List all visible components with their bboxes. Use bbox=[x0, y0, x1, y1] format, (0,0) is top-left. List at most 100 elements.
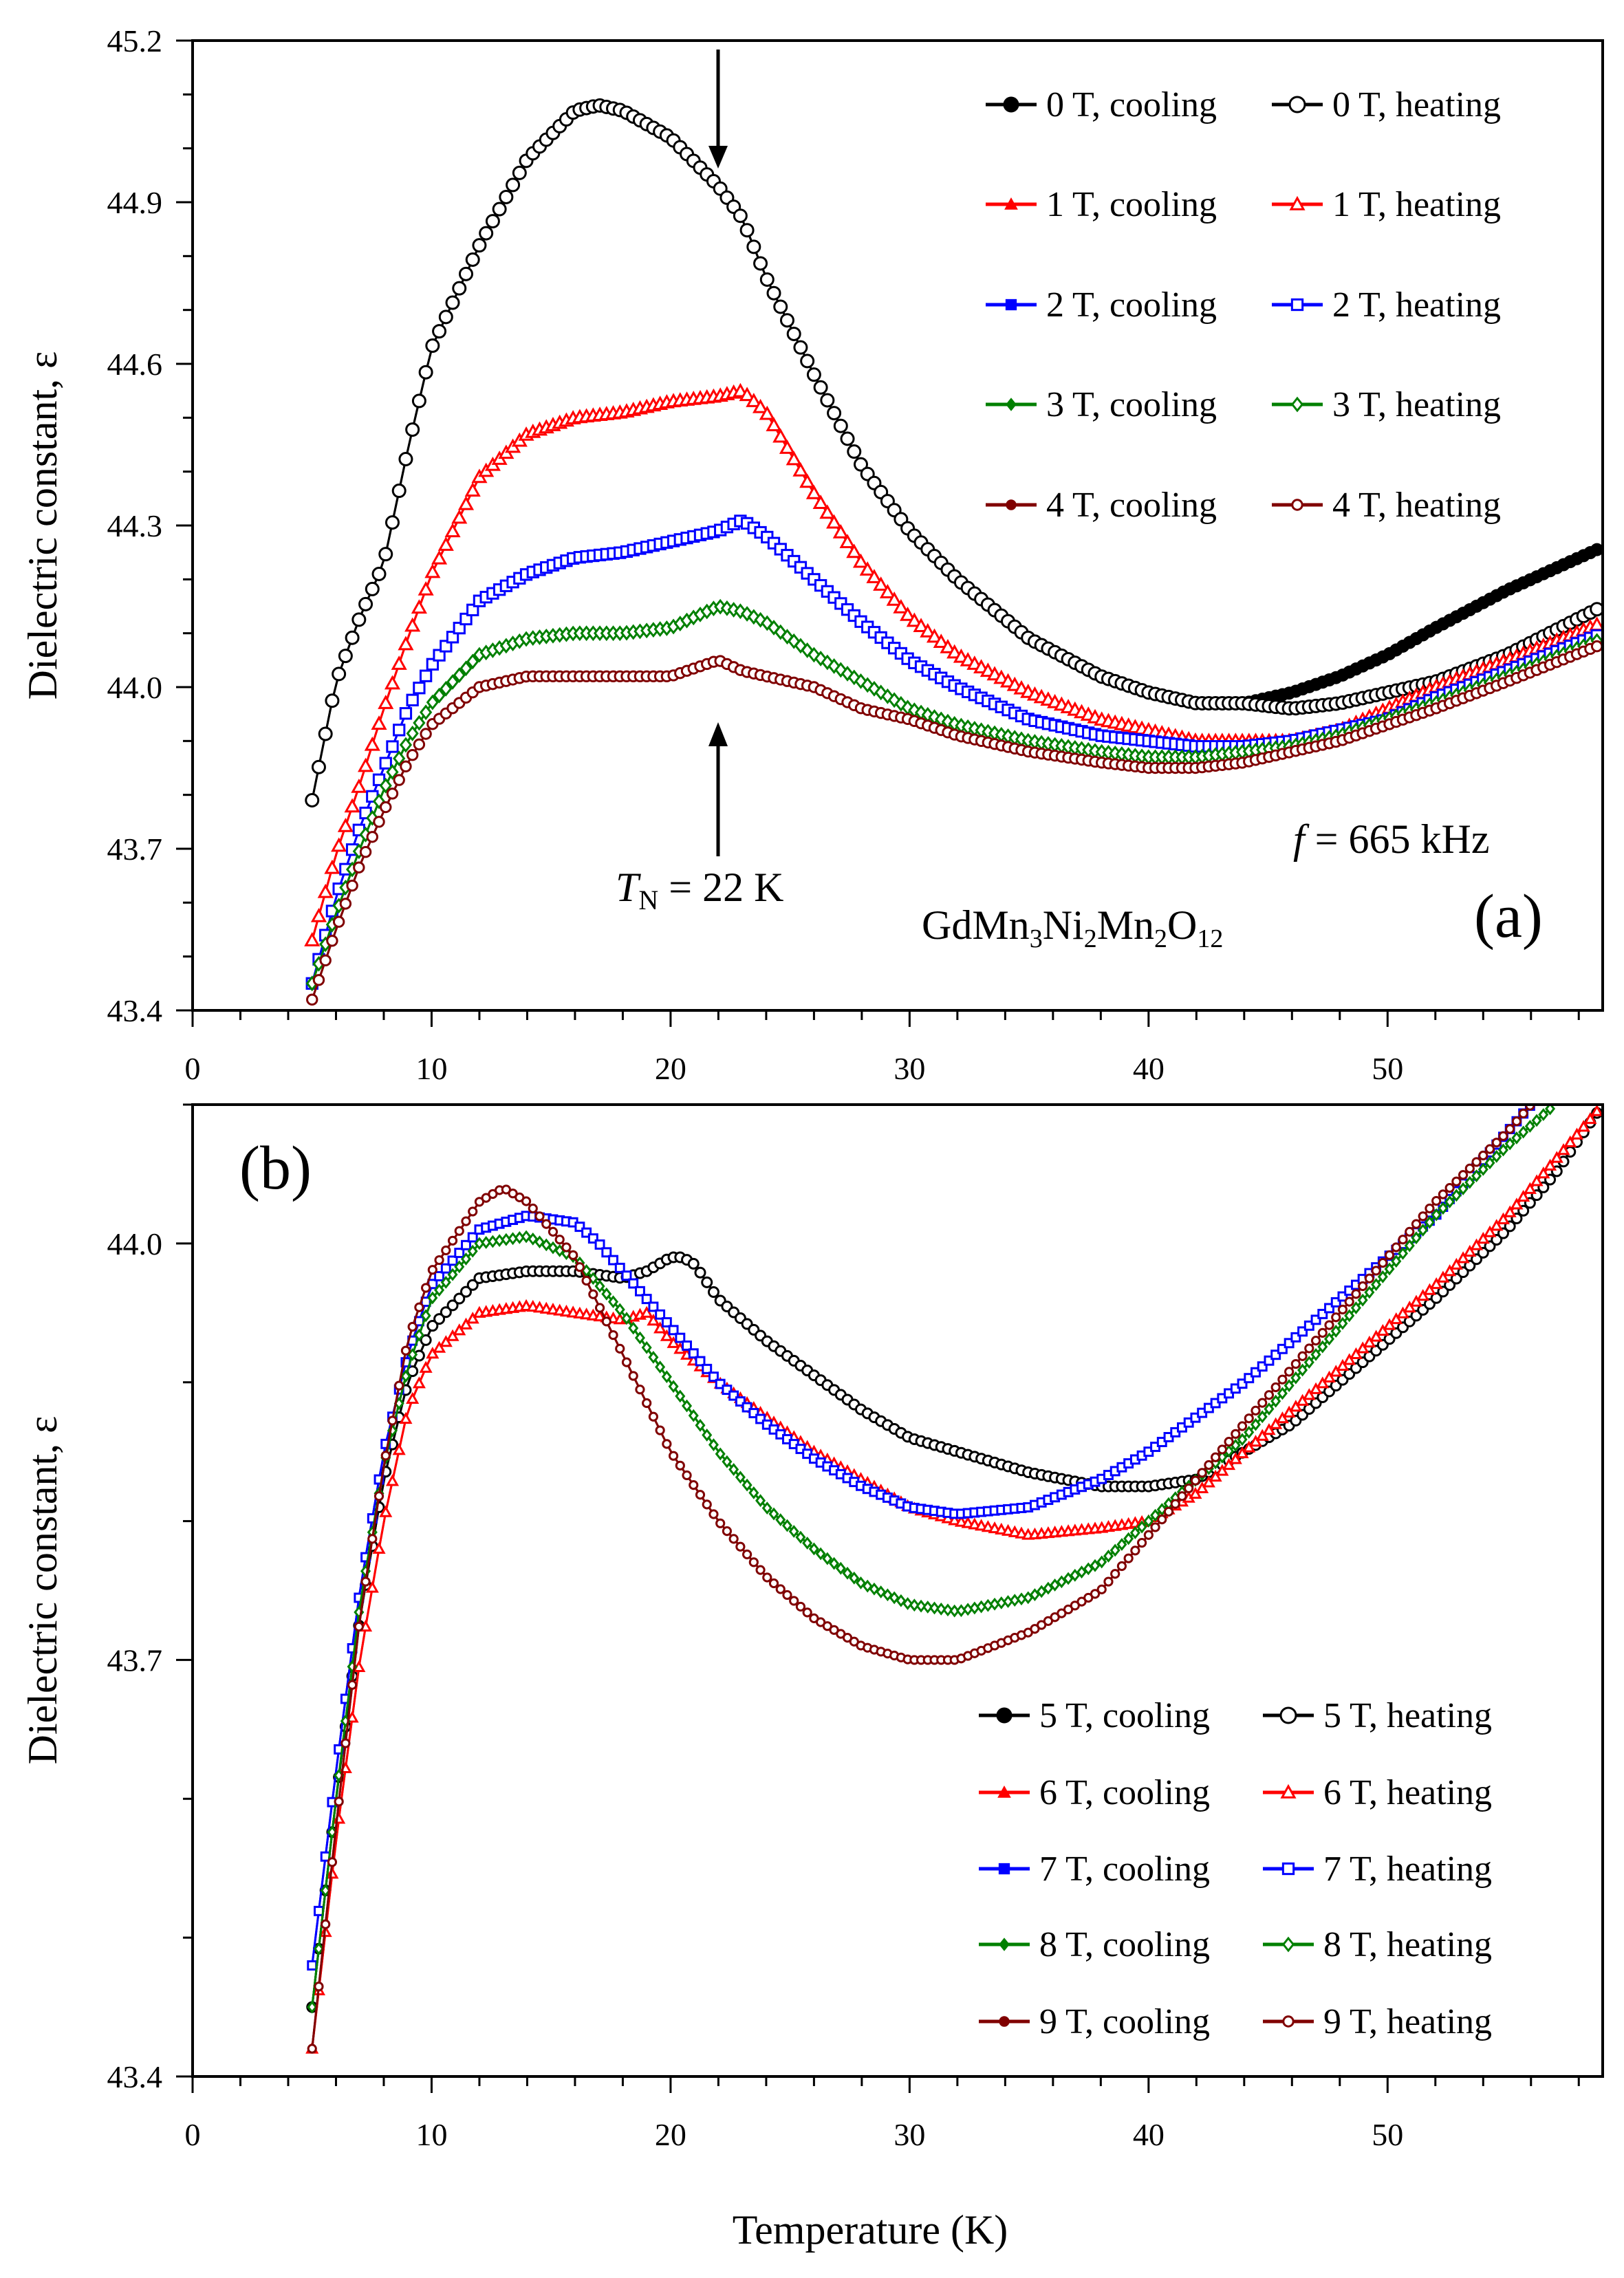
data-point bbox=[628, 1278, 639, 1289]
data-point bbox=[815, 1547, 826, 1561]
data-point bbox=[1103, 1550, 1114, 1563]
data-point bbox=[909, 1598, 920, 1612]
data-point bbox=[568, 1250, 578, 1260]
data-point bbox=[1270, 1349, 1281, 1360]
data-point bbox=[334, 1797, 344, 1807]
data-point bbox=[440, 1263, 451, 1274]
data-point bbox=[1237, 1378, 1248, 1389]
data-point bbox=[1023, 1591, 1034, 1605]
data-point bbox=[1255, 1429, 1269, 1441]
legend-item: 2 T, cooling bbox=[986, 285, 1217, 325]
data-point bbox=[753, 256, 768, 271]
data-point bbox=[1143, 1530, 1154, 1540]
data-point bbox=[406, 749, 419, 761]
panel-a-axes: 0 10 20 30 40 50 43.4 43.7 44.0 44.3 44.6 44.9 45.2 bbox=[107, 23, 1580, 1086]
data-point bbox=[574, 1222, 585, 1233]
panel-b-label: (b) bbox=[239, 1134, 312, 1202]
data-point bbox=[893, 598, 909, 614]
data-point bbox=[1150, 1522, 1160, 1532]
data-point bbox=[366, 831, 378, 843]
data-point bbox=[682, 1399, 693, 1413]
legend-marker bbox=[1281, 1862, 1295, 1876]
data-point bbox=[526, 1299, 540, 1312]
data-point bbox=[648, 1301, 659, 1312]
data-point bbox=[426, 694, 439, 710]
data-point bbox=[1511, 1116, 1522, 1127]
legend-item: 2 T, heating bbox=[1272, 285, 1501, 325]
data-point bbox=[1157, 1515, 1167, 1525]
x-tick-label: 0 bbox=[185, 2117, 201, 2152]
data-point bbox=[1116, 1561, 1127, 1572]
panel-a: 0 10 20 30 40 5043.443.744.044.344.644.945.2 … bbox=[20, 23, 1604, 1086]
data-point bbox=[1008, 1525, 1021, 1537]
data-point bbox=[347, 1680, 358, 1690]
data-point bbox=[327, 1857, 338, 1867]
data-point bbox=[1364, 1273, 1374, 1283]
data-point bbox=[735, 1541, 746, 1552]
data-point bbox=[773, 299, 788, 314]
data-point bbox=[306, 993, 318, 1006]
x-tick-label: 50 bbox=[1372, 1051, 1403, 1086]
data-point bbox=[1391, 1242, 1401, 1252]
data-point bbox=[1303, 1320, 1314, 1331]
data-point bbox=[1290, 1332, 1301, 1343]
data-point bbox=[802, 1537, 813, 1550]
data-point bbox=[1518, 1125, 1529, 1139]
data-point bbox=[855, 1576, 867, 1590]
data-point bbox=[307, 2000, 318, 2014]
legend-marker bbox=[1279, 1706, 1297, 1724]
data-point bbox=[621, 1357, 632, 1367]
data-point bbox=[1282, 1405, 1296, 1418]
data-point bbox=[1251, 1367, 1261, 1378]
data-point bbox=[587, 1272, 598, 1286]
data-point bbox=[446, 674, 459, 690]
data-point bbox=[1257, 1361, 1268, 1372]
formula-subscript: 3 bbox=[1030, 924, 1043, 953]
data-point bbox=[1150, 1508, 1161, 1522]
data-point bbox=[1451, 1176, 1462, 1186]
data-point bbox=[1130, 1545, 1140, 1556]
y-tick-label: 44.0 bbox=[107, 670, 163, 705]
data-point bbox=[485, 214, 500, 229]
data-point bbox=[379, 757, 392, 770]
data-point bbox=[661, 1370, 672, 1384]
data-point bbox=[1403, 1301, 1416, 1313]
data-point bbox=[1317, 1308, 1328, 1319]
data-point bbox=[411, 599, 427, 614]
data-point bbox=[739, 387, 755, 402]
series-4T-heating bbox=[306, 640, 1603, 1006]
data-point bbox=[1351, 1289, 1361, 1299]
data-point bbox=[1444, 1183, 1455, 1193]
data-point bbox=[405, 422, 420, 437]
data-point bbox=[1570, 1127, 1584, 1140]
data-point bbox=[394, 1380, 404, 1391]
data-point bbox=[1511, 1131, 1522, 1145]
data-point bbox=[1209, 1469, 1222, 1482]
data-point bbox=[453, 621, 466, 635]
data-point bbox=[1518, 1108, 1528, 1119]
data-point bbox=[900, 606, 916, 621]
data-point bbox=[701, 1276, 713, 1288]
data-point bbox=[1244, 1425, 1255, 1439]
data-point bbox=[1409, 1294, 1423, 1307]
data-point bbox=[399, 737, 413, 753]
data-point bbox=[695, 1418, 706, 1432]
legend-item: 5 T, cooling bbox=[979, 1696, 1210, 1735]
data-point bbox=[433, 1313, 446, 1325]
data-point bbox=[1418, 1211, 1428, 1222]
data-point bbox=[1463, 1244, 1477, 1257]
data-point bbox=[920, 622, 936, 638]
data-point bbox=[742, 1549, 753, 1560]
data-point bbox=[1264, 1390, 1275, 1400]
data-point bbox=[608, 1255, 618, 1266]
legend-label: 2 T, heating bbox=[1332, 285, 1501, 325]
data-point bbox=[808, 1542, 819, 1556]
data-point bbox=[608, 1330, 618, 1341]
data-point bbox=[821, 654, 834, 671]
data-point bbox=[695, 1356, 706, 1367]
data-point bbox=[1170, 1499, 1180, 1509]
data-point bbox=[393, 750, 406, 767]
data-point bbox=[748, 1408, 759, 1418]
data-point bbox=[454, 1248, 465, 1259]
data-point bbox=[647, 1314, 660, 1326]
